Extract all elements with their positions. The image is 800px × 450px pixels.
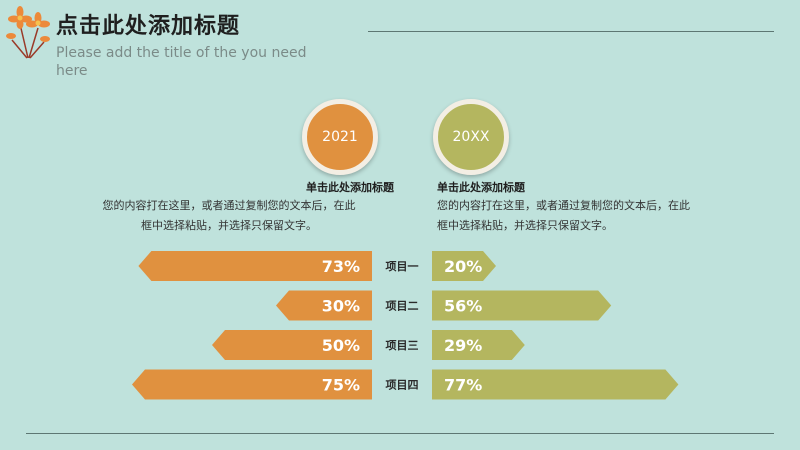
header-divider: [368, 31, 774, 32]
bar-label-right-4: 77%: [444, 376, 482, 395]
year-circle-left: 2021: [302, 99, 378, 175]
category-label-4: 项目四: [386, 379, 419, 392]
block-title-right: 单击此处添加标题: [437, 181, 525, 194]
bar-right-2: [432, 290, 612, 321]
bar-right-4: [432, 369, 679, 400]
bar-left-1: [138, 251, 372, 281]
text-block-left: 单击此处添加标题 您的内容打在这里，或者通过复制您的文本后，在此 框中选择粘贴，…: [64, 180, 395, 236]
bar-label-right-1: 20%: [444, 257, 482, 276]
block-body-right-line1: 您的内容打在这里，或者通过复制您的文本后，在此: [437, 199, 690, 212]
bar-left-4: [132, 369, 372, 400]
text-block-right: 单击此处添加标题 您的内容打在这里，或者通过复制您的文本后，在此 框中选择粘贴，…: [437, 180, 767, 236]
flower-icon: [6, 6, 50, 59]
bar-label-right-3: 29%: [444, 336, 482, 355]
bar-label-left-3: 50%: [322, 336, 360, 355]
bar-label-left-2: 30%: [322, 297, 360, 316]
category-label-2: 项目二: [386, 300, 419, 313]
bar-right-1: [432, 251, 496, 281]
page-subtitle: Please add the title of the you need her…: [56, 45, 307, 79]
category-label-3: 项目三: [386, 339, 419, 352]
bar-left-3: [212, 330, 372, 360]
year-circle-right: 20XX: [433, 99, 509, 175]
bar-right-3: [432, 330, 525, 360]
bar-label-left-4: 75%: [322, 376, 360, 395]
page-title: 点击此处添加标题: [56, 14, 241, 39]
block-body-left-line1: 您的内容打在这里，或者通过复制您的文本后，在此: [102, 199, 356, 212]
block-title-left: 单击此处添加标题: [306, 181, 394, 194]
block-body-right-line2: 框中选择粘贴，并选择只保留文字。: [437, 219, 613, 232]
footer-divider: [26, 433, 774, 434]
block-body-left-line2: 框中选择粘贴，并选择只保留文字。: [141, 219, 317, 232]
category-label-1: 项目一: [386, 260, 419, 273]
bar-left-2: [276, 290, 372, 321]
bar-label-right-2: 56%: [444, 297, 482, 316]
bar-label-left-1: 73%: [322, 257, 360, 276]
